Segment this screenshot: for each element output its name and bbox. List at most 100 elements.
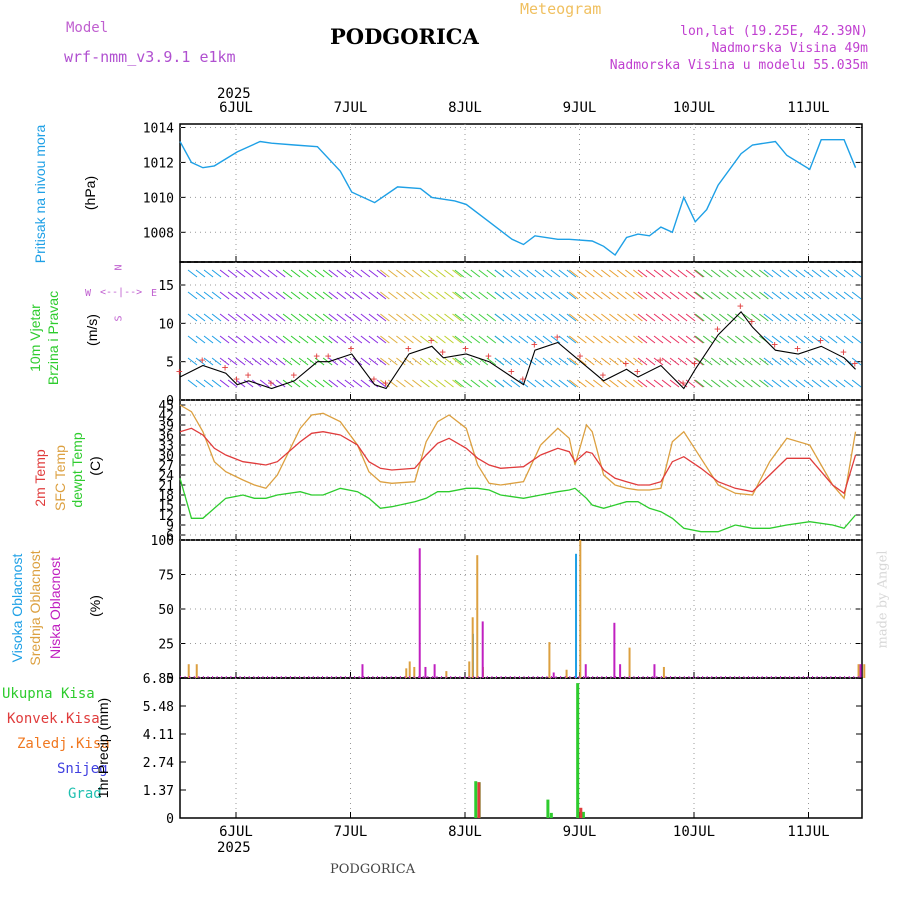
wind-arrow (510, 335, 521, 344)
wind-arrow (470, 291, 481, 300)
wind-arrow (187, 335, 198, 344)
wind-arrow (298, 313, 309, 322)
wind-arrow (727, 269, 737, 278)
wind-arrow (811, 291, 822, 300)
wind-arrow (360, 379, 371, 388)
wind-arrow (444, 379, 454, 388)
wind-arrow (376, 357, 387, 366)
cloud-baseline-bar (459, 676, 461, 678)
wind-arrow (835, 357, 846, 366)
wind-arrow (396, 335, 406, 344)
wind-arrow (267, 313, 278, 322)
wind-arrow (454, 379, 465, 388)
wind-arrow (759, 313, 769, 322)
wind-arrow (727, 379, 737, 388)
wind-gust-marker: + (680, 376, 687, 389)
wind-arrow (593, 335, 603, 344)
wind-arrow (566, 379, 577, 388)
wind-arrow (593, 379, 603, 388)
ytick-label-cloud: 50 (158, 603, 174, 618)
wind-arrow (577, 335, 587, 344)
cloud-baseline-bar (839, 676, 841, 678)
wind-arrow (803, 313, 814, 322)
cloud-baseline-bar (578, 676, 580, 678)
cloud-baseline-bar (560, 676, 562, 678)
cloud-baseline-bar (555, 676, 557, 678)
wind-gust-marker: + (245, 369, 252, 382)
wind-arrow (550, 379, 561, 388)
wind-arrow (710, 313, 721, 322)
wind-gust-marker: + (657, 353, 664, 366)
wind-arrow (693, 269, 704, 278)
wind-arrow (404, 335, 414, 344)
wind-arrow (534, 313, 545, 322)
cloud-baseline-bar (267, 676, 269, 678)
wind-arrow (227, 357, 238, 366)
compass-w: W (85, 288, 92, 299)
day-label-bottom: 9JUL (563, 824, 597, 840)
wind-arrow (404, 269, 414, 278)
cloud-baseline-bar (230, 676, 232, 678)
cloud-baseline-bar (761, 676, 763, 678)
wind-arrow (534, 379, 545, 388)
wind-arrow (235, 291, 246, 300)
ytick-label-temperature: 36 (158, 429, 174, 444)
wind-arrow (444, 291, 454, 300)
wind-arrow (625, 335, 635, 344)
wind-arrow (452, 291, 462, 300)
wind-arrow (710, 357, 721, 366)
wind-arrow (478, 269, 489, 278)
ytick-label-temperature: 18 (158, 489, 174, 504)
wind-arrow (275, 269, 286, 278)
wind-arrow (851, 291, 862, 300)
wind-arrow (625, 379, 635, 388)
cloud-baseline-bar (757, 676, 759, 678)
wind-arrow (436, 379, 446, 388)
wind-arrow (267, 357, 278, 366)
wind-arrow (306, 335, 317, 344)
cloud-baseline-bar (308, 676, 310, 678)
wind-arrow (693, 335, 704, 344)
cloud-baseline-bar (779, 676, 781, 678)
cloud-baseline-bar (638, 676, 639, 678)
wind-arrow (428, 313, 438, 322)
cloud-baseline-bar (358, 676, 360, 678)
cloud-baseline-bar (422, 676, 424, 678)
wind-arrow (510, 291, 521, 300)
cloud-baseline-bar (427, 676, 429, 678)
wind-arrow (243, 291, 254, 300)
wind-arrow (787, 291, 798, 300)
wind-arrow (702, 379, 713, 388)
wind-gust-marker: + (817, 334, 824, 347)
cloud-baseline-bar (573, 676, 575, 678)
ytick-label-pressure: 1008 (143, 226, 174, 241)
wind-arrow (219, 313, 230, 322)
cloud-baseline-bar (766, 676, 768, 678)
cloud-baseline-bar (624, 676, 626, 678)
wind-arrow (558, 379, 569, 388)
cloud-baseline-bar (299, 676, 301, 678)
cloud-bar (628, 647, 631, 678)
wind-arrow (669, 357, 680, 366)
wind-arrow (195, 357, 206, 366)
wind-arrow (609, 335, 619, 344)
cloud-bar (552, 672, 555, 678)
cloud-baseline-bar (734, 676, 736, 678)
wind-arrow (259, 357, 270, 366)
wind-arrow (510, 379, 521, 388)
ytick-label-pressure: 1012 (143, 156, 174, 171)
dewpt-temp-line (179, 478, 857, 533)
lonlat-label: lon,lat (19.25E, 42.39N) (680, 24, 868, 39)
wind-gust-marker: + (233, 373, 240, 386)
cloud-baseline-bar (390, 676, 392, 678)
day-label-top: 11JUL (787, 100, 829, 116)
wind-gust-marker: + (623, 357, 630, 370)
cloud-bar (857, 664, 860, 678)
wind-arrow (203, 379, 214, 388)
wind-arrow (550, 335, 561, 344)
wind-arrow (227, 313, 238, 322)
cloud-baseline-bar (807, 676, 809, 678)
cloud-baseline-bar (770, 676, 772, 678)
wind-arrow (542, 335, 553, 344)
wind-arrow (827, 269, 838, 278)
